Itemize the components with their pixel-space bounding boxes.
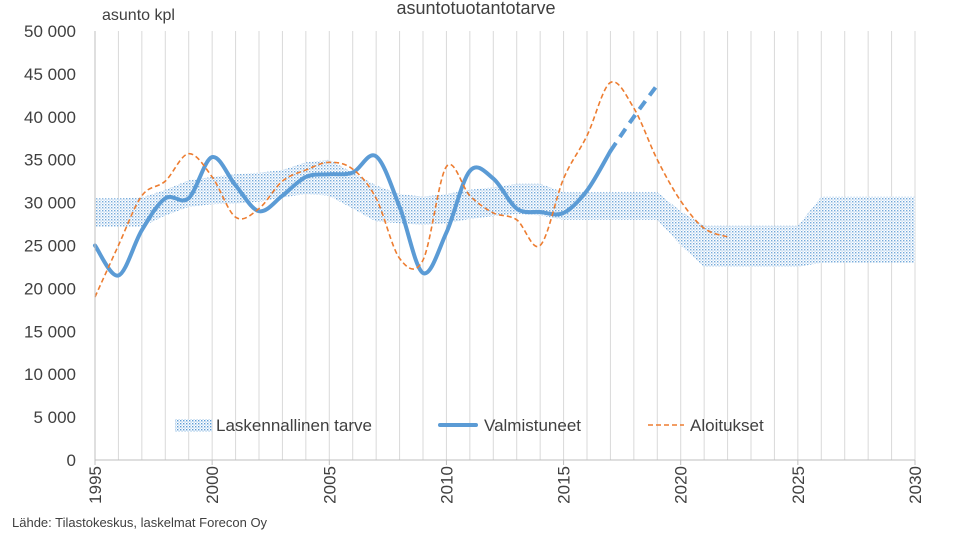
x-tick-label: 2005 <box>320 466 339 504</box>
y-tick-label: 50 000 <box>24 22 76 41</box>
y-tick-label: 20 000 <box>24 279 76 298</box>
source-note: Lähde: Tilastokeskus, laskelmat Forecon … <box>12 515 268 530</box>
x-tick-label: 2010 <box>437 466 456 504</box>
y-tick-label: 10 000 <box>24 365 76 384</box>
x-tick-label: 1995 <box>86 466 105 504</box>
legend: Laskennallinen tarve Valmistuneet Aloituks… <box>175 416 764 435</box>
grid <box>94 31 916 460</box>
y-tick-label: 15 000 <box>24 322 76 341</box>
y-tick-label: 45 000 <box>24 65 76 84</box>
legend-swatch-band <box>175 419 212 432</box>
y-tick-label: 35 000 <box>24 151 76 170</box>
axes: 0 5 000 10 000 15 000 20 000 25 000 30 000 35 0… <box>24 22 925 504</box>
y-tick-label: 0 <box>67 451 76 470</box>
chart-title: asuntotuotantotarve <box>396 0 555 18</box>
x-tick-label: 2025 <box>789 466 808 504</box>
legend-label: Valmistuneet <box>484 416 581 435</box>
x-tick-label: 2030 <box>906 466 925 504</box>
line-layer <box>93 80 728 298</box>
y-tick-label: 25 000 <box>24 237 76 256</box>
band-layer <box>95 159 915 267</box>
y-tick-label: 30 000 <box>24 194 76 213</box>
y-unit-label: asunto kpl <box>102 7 175 24</box>
x-tick-label: 2015 <box>555 466 574 504</box>
legend-label: Laskennallinen tarve <box>216 416 372 435</box>
y-tick-label: 5 000 <box>33 408 76 427</box>
x-tick-label: 2000 <box>203 466 222 504</box>
x-tick-label: 2020 <box>672 466 691 504</box>
band-laskennallinen-tarve <box>95 159 915 267</box>
series-valmistuneet <box>93 149 613 278</box>
legend-label: Aloitukset <box>690 416 764 435</box>
y-tick-label: 40 000 <box>24 108 76 127</box>
series-valmistuneet-forecast <box>608 83 659 153</box>
series-aloitukset <box>94 80 728 298</box>
